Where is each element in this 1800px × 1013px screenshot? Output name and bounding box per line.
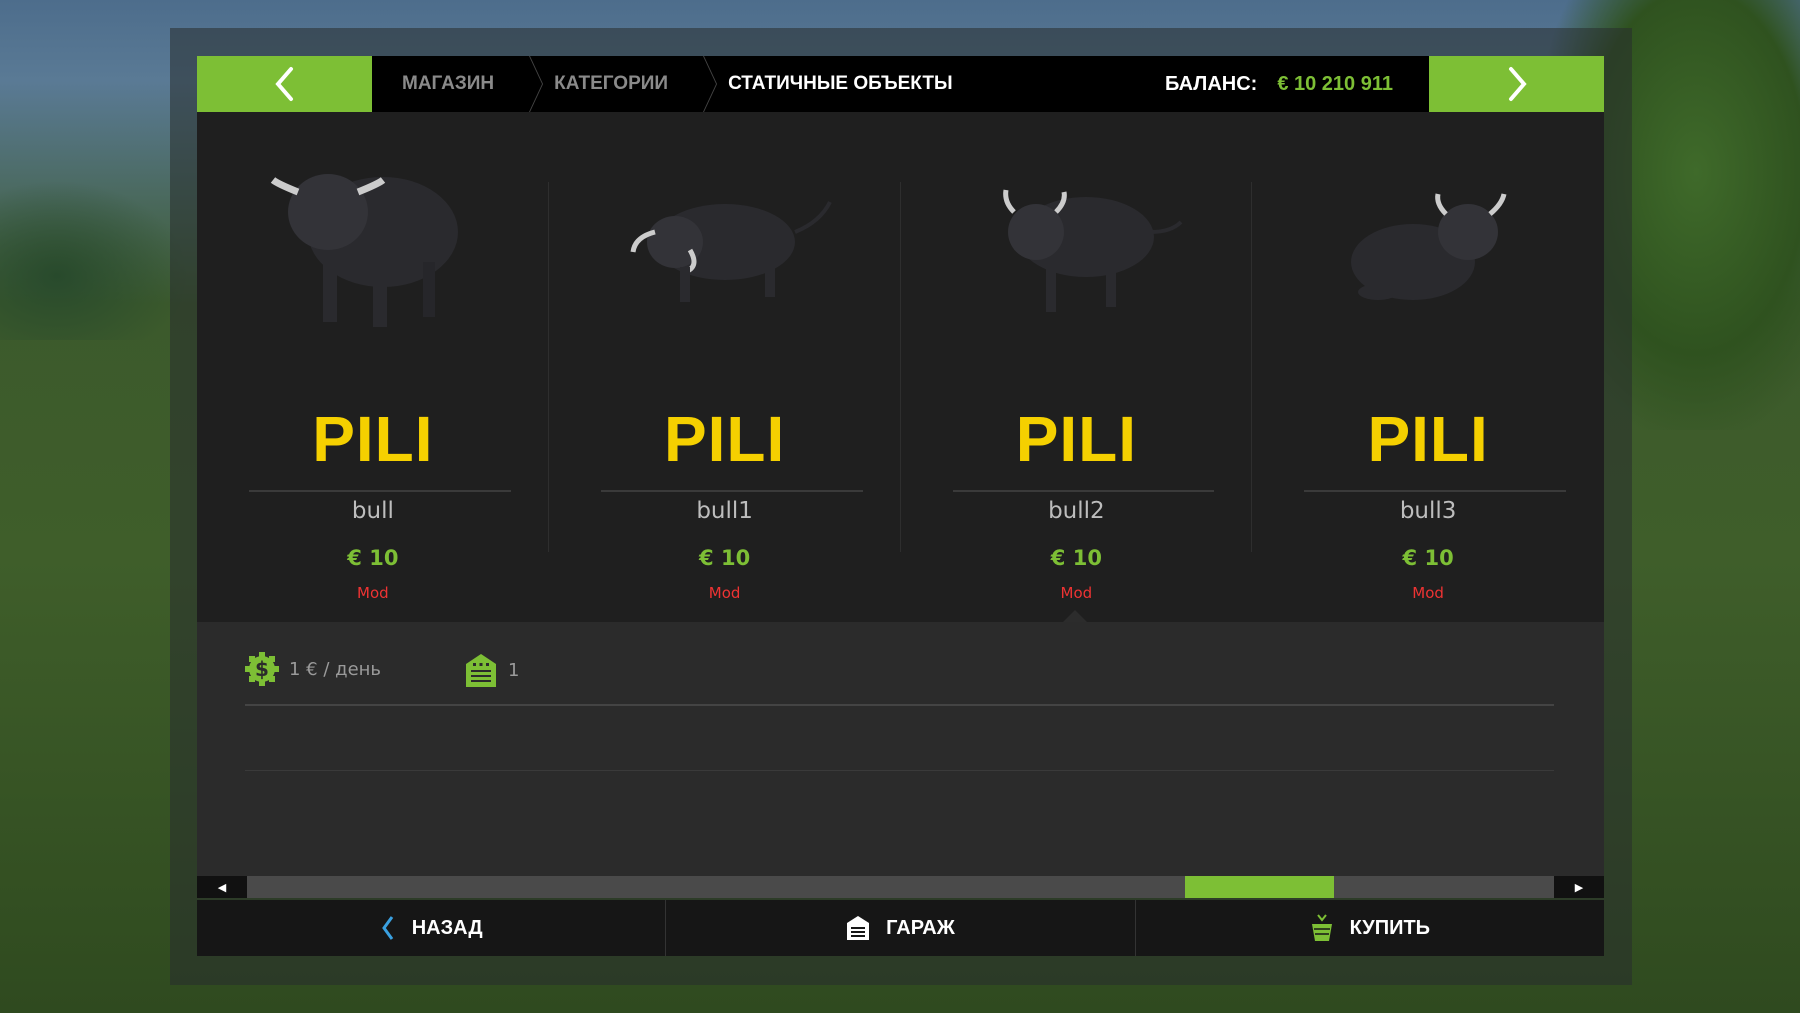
back-label: НАЗАД — [411, 916, 483, 939]
svg-text:$: $ — [255, 657, 269, 681]
item-card[interactable]: PILI bull1 € 10 Mod — [549, 112, 901, 622]
item-list: PILI bull € 10 Mod PILI bull1 € 10 Mod P… — [197, 112, 1604, 622]
item-price: € 10 — [699, 546, 751, 570]
garage-button[interactable]: ГАРАЖ — [666, 900, 1136, 956]
maintenance-cost: $ 1 € / день — [245, 652, 381, 686]
back-button[interactable]: НАЗАД — [197, 900, 667, 956]
item-card[interactable]: PILI bull3 € 10 Mod — [1252, 112, 1604, 622]
breadcrumb-categories[interactable]: КАТЕГОРИИ — [524, 56, 698, 112]
item-brand: PILI — [1015, 403, 1138, 475]
garage-icon — [466, 654, 496, 687]
chevron-left-icon — [274, 67, 293, 101]
balance: БАЛАНС: € 10 210 911 — [1165, 73, 1429, 96]
bull-image — [1003, 189, 1183, 312]
chevron-right-icon — [1508, 67, 1527, 101]
horizontal-scrollbar[interactable]: ◀ ▶ — [197, 876, 1604, 898]
item-card-selected[interactable]: PILI bull2 € 10 Mod — [901, 112, 1253, 622]
scroll-left-button[interactable]: ◀ — [217, 880, 227, 894]
divider — [952, 490, 1215, 492]
garage-count: 1 — [508, 659, 520, 681]
item-name: bull2 — [1048, 498, 1105, 524]
chevron-left-icon — [381, 916, 393, 940]
item-source: Mod — [357, 584, 389, 602]
buy-button[interactable]: КУПИТЬ — [1136, 900, 1604, 956]
garage-capacity: 1 — [464, 652, 519, 688]
garage-icon — [847, 916, 870, 940]
divider — [1304, 490, 1566, 492]
bull-image — [630, 201, 832, 302]
item-brand: PILI — [1367, 403, 1489, 475]
scrollbar-thumb[interactable] — [1184, 876, 1334, 898]
bull-image — [1351, 193, 1507, 300]
item-name: bull3 — [1399, 498, 1457, 524]
scrollbar-track[interactable] — [247, 876, 1554, 898]
breadcrumb-shop[interactable]: МАГАЗИН — [372, 56, 524, 112]
item-source: Mod — [708, 584, 741, 602]
item-price: € 10 — [1402, 546, 1454, 570]
basket-icon — [1311, 914, 1332, 941]
item-source: Mod — [1060, 584, 1093, 602]
item-name: bull — [351, 498, 394, 524]
divider — [245, 770, 1554, 771]
prev-page-button[interactable] — [197, 56, 372, 112]
divider — [600, 490, 863, 492]
divider — [245, 704, 1554, 706]
breadcrumb-static-objects: СТАТИЧНЫЕ ОБЪЕКТЫ — [728, 73, 953, 94]
footer-actions: НАЗАД ГАРАЖ КУПИТЬ — [197, 900, 1604, 956]
item-brand: PILI — [312, 403, 434, 475]
next-page-button[interactable] — [1429, 56, 1604, 112]
garage-label: ГАРАЖ — [886, 916, 955, 939]
item-name: bull1 — [696, 498, 753, 524]
balance-label: БАЛАНС: — [1164, 72, 1258, 95]
item-brand: PILI — [663, 403, 786, 475]
header-bar: МАГАЗИН КАТЕГОРИИ СТАТИЧНЫЕ ОБЪЕКТЫ БАЛА… — [197, 56, 1604, 112]
background-trees — [0, 180, 190, 340]
maintenance-value: 1 € / день — [289, 658, 382, 680]
buy-label: КУПИТЬ — [1349, 916, 1431, 939]
item-price: € 10 — [1050, 546, 1102, 570]
scroll-right-button[interactable]: ▶ — [1574, 880, 1584, 894]
money-gear-icon: $ — [245, 652, 279, 686]
balance-value: € 10 210 911 — [1277, 72, 1393, 95]
item-details: $ 1 € / день 1 — [197, 622, 1604, 876]
item-price: € 10 — [347, 546, 399, 570]
bull-image — [270, 174, 458, 327]
divider — [249, 490, 511, 492]
item-card[interactable]: PILI bull € 10 Mod — [197, 112, 549, 622]
item-source: Mod — [1412, 584, 1444, 602]
